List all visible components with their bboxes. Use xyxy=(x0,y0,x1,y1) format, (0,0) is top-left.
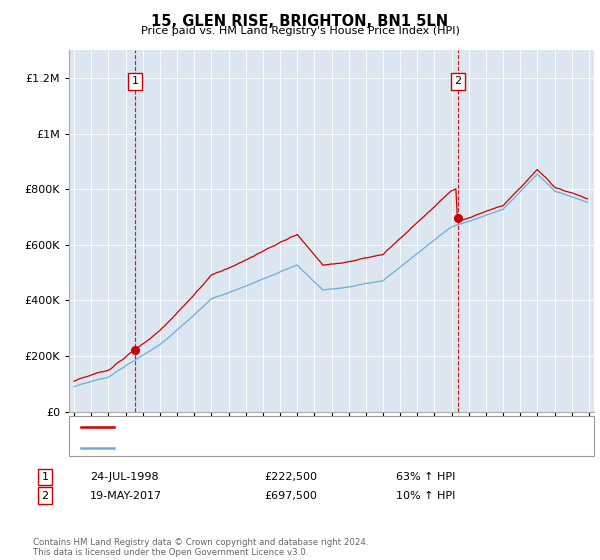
Text: 1: 1 xyxy=(132,76,139,86)
Text: HPI: Average price, detached house, Brighton and Hove: HPI: Average price, detached house, Brig… xyxy=(120,442,410,452)
Text: 2: 2 xyxy=(455,76,461,86)
Text: 19-MAY-2017: 19-MAY-2017 xyxy=(90,491,162,501)
Text: 2: 2 xyxy=(41,491,49,501)
Text: 15, GLEN RISE, BRIGHTON, BN1 5LN: 15, GLEN RISE, BRIGHTON, BN1 5LN xyxy=(151,14,449,29)
Text: £697,500: £697,500 xyxy=(264,491,317,501)
Text: 1: 1 xyxy=(41,472,49,482)
Text: 63% ↑ HPI: 63% ↑ HPI xyxy=(396,472,455,482)
Text: £222,500: £222,500 xyxy=(264,472,317,482)
Text: 10% ↑ HPI: 10% ↑ HPI xyxy=(396,491,455,501)
Text: Price paid vs. HM Land Registry's House Price Index (HPI): Price paid vs. HM Land Registry's House … xyxy=(140,26,460,36)
Text: 15, GLEN RISE, BRIGHTON, BN1 5LN (detached house): 15, GLEN RISE, BRIGHTON, BN1 5LN (detach… xyxy=(120,422,403,432)
Text: Contains HM Land Registry data © Crown copyright and database right 2024.
This d: Contains HM Land Registry data © Crown c… xyxy=(33,538,368,557)
Text: 24-JUL-1998: 24-JUL-1998 xyxy=(90,472,158,482)
